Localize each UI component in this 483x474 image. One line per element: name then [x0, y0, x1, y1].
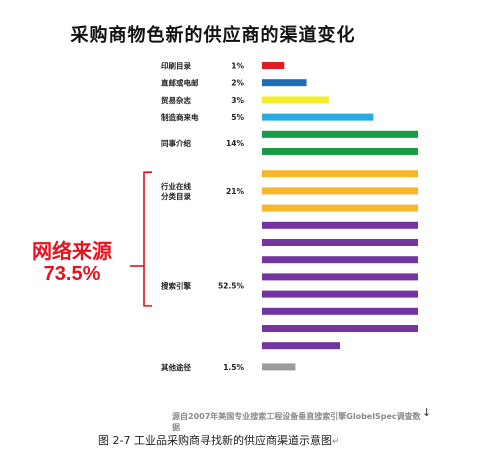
- value-label-4: 5%: [231, 113, 244, 122]
- value-label-5: 14%: [226, 139, 244, 148]
- bar-1-segment-1: [262, 62, 285, 69]
- category-label-5: 同事介绍: [161, 138, 191, 148]
- value-label-8: 1.5%: [223, 363, 244, 372]
- bar-3-segment-1: [262, 96, 329, 104]
- paragraph-mark: ↵: [331, 437, 340, 447]
- figure-panel: 采购商物色新的供应商的渠道变化 印刷目录 1% 直邮或电邮 2% 贸易杂志 3% 制造商来电…: [4, 4, 431, 432]
- bar-7-segment-2: [262, 239, 418, 246]
- bar-7-segment-1: [262, 221, 418, 229]
- bar-7-segment-3: [262, 256, 418, 264]
- value-label-1: 1%: [231, 62, 244, 71]
- bar-7-segment-7: [262, 325, 418, 332]
- category-label-4: 制造商来电: [161, 112, 199, 122]
- bar-2-segment-1: [262, 79, 307, 87]
- bar-4-segment-1: [262, 113, 374, 121]
- source-note: 源自2007年美国专业搜索工程设备垂直搜索引擎GlobelSpec调查数据: [172, 412, 421, 432]
- category-label-6-line-2: 分类目录: [161, 191, 191, 201]
- bar-7-segment-4: [262, 273, 418, 281]
- bar-7-segment-8: [262, 342, 340, 350]
- chart-title: 采购商物色新的供应商的渠道变化: [70, 25, 356, 46]
- caption-text: 图 2-7 工业品采购商寻找新的供应商渠道示意图: [98, 434, 332, 447]
- value-label-6: 21%: [226, 187, 244, 196]
- figure-caption: 图 2-7 工业品采购商寻找新的供应商渠道示意图↵: [98, 432, 340, 448]
- bar-8-segment-1: [262, 363, 296, 371]
- category-label-6-line-1: 行业在线: [160, 181, 191, 191]
- bar-6-segment-3: [262, 204, 418, 212]
- text-cursor-mark: ↓: [422, 406, 432, 419]
- bar-6-segment-2: [262, 187, 418, 195]
- highlight-bracket: [143, 171, 152, 307]
- bar-7-segment-6: [262, 307, 418, 315]
- category-label-2: 直邮或电邮: [161, 78, 199, 88]
- category-label-7: 搜索引擎: [161, 281, 191, 291]
- network-source-callout: 网络来源 73.5%: [18, 240, 126, 286]
- category-label-1: 印刷目录: [161, 61, 191, 71]
- bar-7-segment-5: [262, 290, 418, 298]
- value-label-7: 52.5%: [218, 282, 245, 291]
- category-label-8: 其他途径: [161, 362, 191, 372]
- network-source-label: 网络来源: [32, 239, 112, 263]
- bar-5-segment-2: [262, 148, 418, 155]
- bar-6-segment-1: [262, 170, 418, 178]
- value-label-3: 3%: [231, 96, 244, 105]
- bar-5-segment-1: [262, 130, 418, 138]
- value-label-2: 2%: [231, 79, 244, 88]
- bar-chart: 印刷目录 1% 直邮或电邮 2% 贸易杂志 3% 制造商来电 5% 同事介绍 14% 行业在线分类目…: [130, 61, 418, 372]
- category-label-3: 贸易杂志: [161, 95, 191, 105]
- network-source-value: 73.5%: [43, 263, 101, 285]
